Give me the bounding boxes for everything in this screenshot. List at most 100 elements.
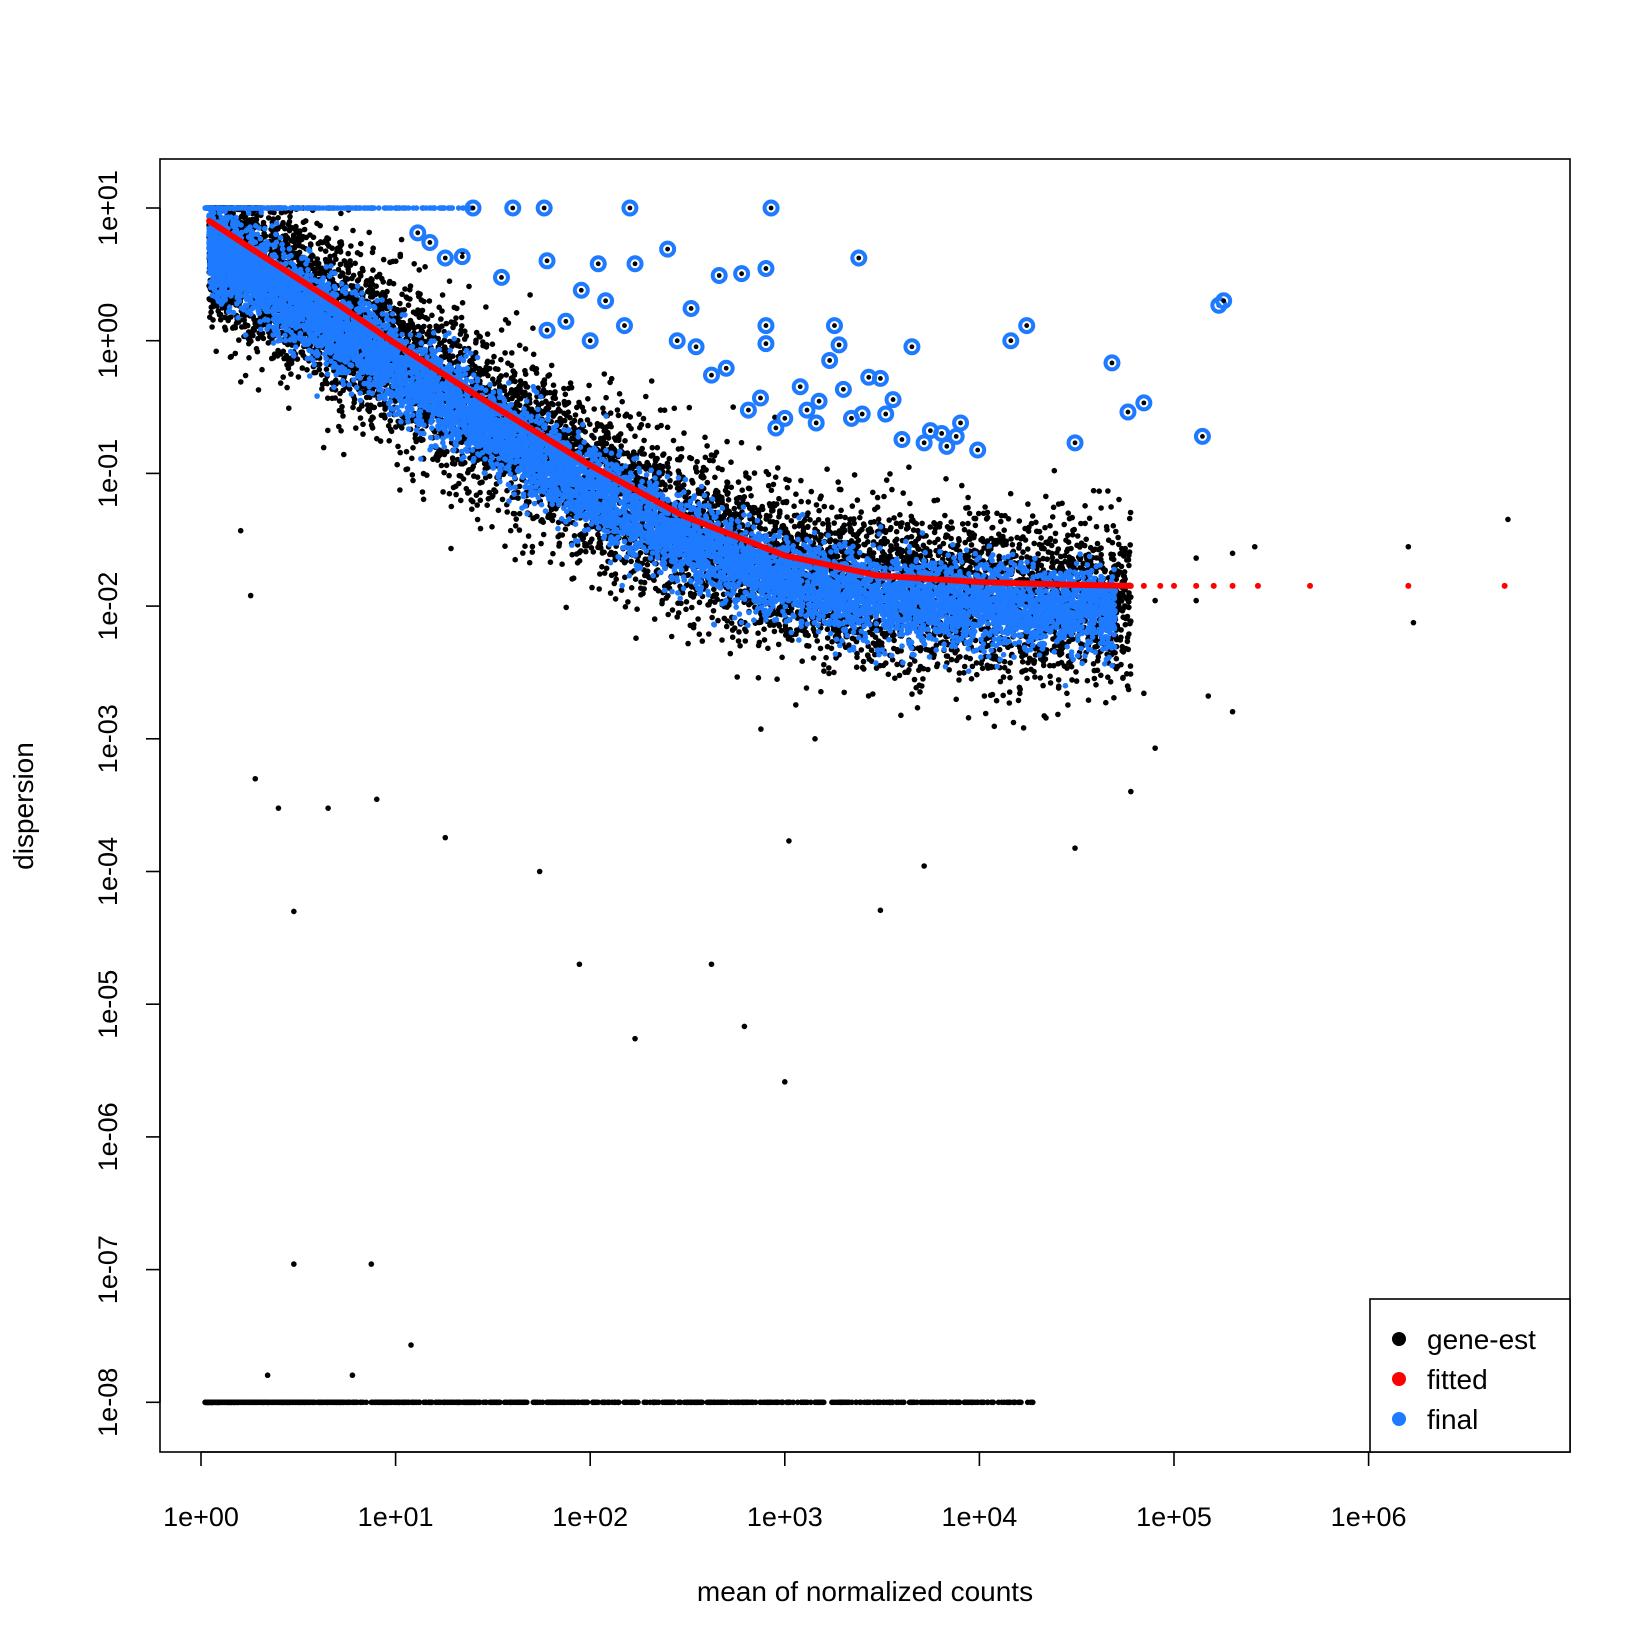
gene-est-main-point [985, 642, 991, 649]
gene-est-main-point [1124, 634, 1131, 641]
gene-est-main-point [451, 319, 458, 326]
gene-est-main-point [1103, 699, 1109, 706]
gene-est-main-point [583, 548, 589, 555]
gene-est-main-point [956, 670, 963, 676]
gene-est-main-point [862, 541, 868, 548]
gene-est-main-point [643, 393, 649, 400]
gene-est-main-point [810, 655, 817, 661]
gene-est-main-point [613, 576, 619, 582]
gene-est-main-point [865, 693, 872, 699]
gene-est-main-point [468, 497, 475, 503]
gene-est-main-point [662, 486, 669, 493]
gene-est-main-point [791, 523, 798, 530]
gene-est-main-point [567, 380, 574, 386]
gene-est-main-point [820, 521, 826, 527]
gene-est-main-point [965, 494, 971, 501]
gene-est-main-point [982, 710, 989, 717]
gene-est-main-point [617, 431, 624, 437]
gene-est-main-point [931, 529, 938, 536]
gene-est-main-point [965, 715, 972, 721]
gene-est-main-point [1120, 649, 1127, 655]
gene-est-main-point [397, 487, 403, 493]
gene-est-main-point [1038, 535, 1044, 541]
gene-est-main-point [363, 394, 370, 401]
gene-est-main-point [530, 351, 537, 358]
gene-est-main-point [778, 627, 785, 634]
gene-est-main-point [968, 676, 975, 682]
gene-est-main-point [779, 654, 785, 661]
gene-est-main-point [667, 484, 673, 490]
gene-est-main-point [286, 218, 293, 225]
gene-est-main-point [1048, 542, 1055, 549]
gene-est-main-point [748, 493, 754, 499]
gene-est-main-point [694, 458, 700, 465]
gene-est-main-point [540, 531, 547, 538]
gene-est-main-point [1044, 556, 1050, 562]
gene-est-main-point [503, 372, 510, 378]
gene-est-main-point [585, 396, 591, 402]
gene-est-main-point [527, 292, 533, 298]
gene-est-main-point [1001, 664, 1008, 671]
gene-est-main-point [513, 516, 519, 522]
gene-est-main-point [409, 472, 416, 478]
gene-est-main-point [485, 372, 491, 379]
gene-est-main-point [397, 300, 403, 307]
gene-est-main-point [562, 391, 569, 398]
gene-est-main-point [345, 250, 352, 257]
gene-est-main-point [242, 372, 249, 379]
gene-est-main-point [772, 474, 779, 481]
gene-est-main-point [905, 524, 911, 531]
gene-est-main-point [618, 443, 624, 449]
gene-est-main-point [645, 422, 651, 429]
gene-est-main-point [689, 604, 695, 611]
gene-est-main-point [712, 474, 718, 481]
gene-est-main-point [1082, 520, 1088, 527]
gene-est-main-point [671, 405, 678, 412]
gene-est-main-point [498, 356, 504, 363]
gene-est-main-point [429, 312, 435, 319]
gene-est-main-point [1047, 673, 1053, 680]
gene-est-main-point [572, 412, 579, 418]
gene-est-main-point [821, 661, 827, 668]
gene-est-main-point [489, 341, 496, 348]
gene-est-main-point [632, 433, 638, 440]
gene-est-main-point [388, 428, 395, 435]
gene-est-main-point [798, 477, 804, 484]
gene-est-main-point [758, 726, 764, 732]
gene-est-main-point [449, 460, 456, 467]
gene-est-main-point [337, 261, 344, 268]
gene-est-main-point [909, 691, 915, 697]
gene-est-main-point [378, 412, 385, 419]
gene-est-main-point [222, 324, 228, 331]
gene-est-main-point [730, 404, 736, 410]
gene-est-main-point [622, 574, 628, 581]
gene-est-main-point [644, 561, 651, 568]
gene-est-main-point [706, 631, 712, 637]
gene-est-main-point [1006, 689, 1013, 695]
gene-est-main-point [403, 294, 410, 300]
gene-est-main-point [420, 496, 427, 503]
gene-est-main-point [675, 600, 681, 606]
gene-est-main-point [948, 656, 955, 663]
gene-est-main-point [322, 248, 329, 254]
gene-est-main-point [881, 493, 887, 500]
gene-est-main-point [1029, 513, 1036, 519]
gene-est-main-point [704, 479, 711, 486]
gene-est-main-point [917, 689, 923, 695]
gene-est-main-point [1117, 550, 1123, 557]
gene-est-main-point [1010, 719, 1017, 726]
gene-est-main-point [857, 514, 863, 521]
gene-est-main-point [600, 405, 606, 412]
gene-est-main-point [1019, 659, 1026, 665]
gene-est-main-point [885, 671, 892, 678]
gene-est-main-point [504, 509, 511, 515]
gene-est-main-point [824, 466, 830, 473]
gene-est-main-point [1093, 523, 1100, 530]
gene-est-main-point [1105, 674, 1111, 680]
gene-est-main-point [280, 374, 287, 380]
gene-est-main-point [1049, 559, 1056, 566]
gene-est-main-point [490, 376, 496, 383]
gene-est-main-point [1064, 690, 1070, 697]
gene-est-main-point [340, 413, 346, 419]
gene-est-main-point [350, 227, 356, 234]
